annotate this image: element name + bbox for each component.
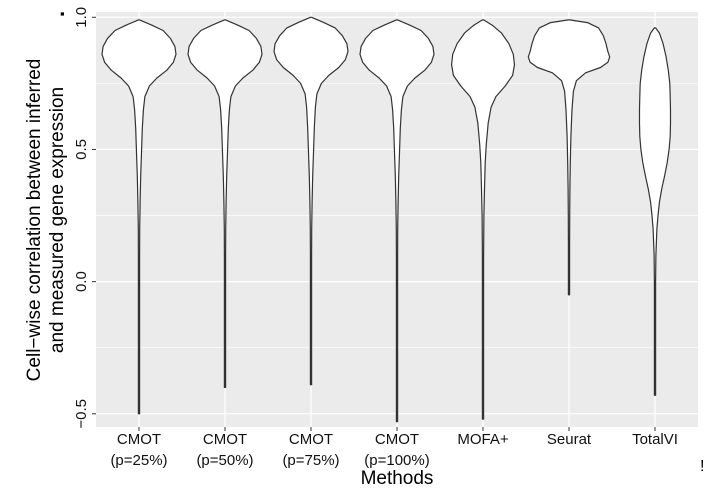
- y-tick-label: 0.0: [73, 271, 90, 292]
- y-tick-label: 1.0: [73, 7, 90, 28]
- x-tick-label: CMOT: [203, 431, 247, 448]
- x-tick-label: TotalVI: [632, 431, 678, 448]
- x-tick-label-sub: (p=100%): [364, 452, 429, 469]
- x-tick-label: CMOT: [117, 431, 161, 448]
- x-tick-label-sub: (p=25%): [110, 452, 167, 469]
- x-tick-label-sub: (p=75%): [282, 452, 339, 469]
- x-tick-label: CMOT: [289, 431, 333, 448]
- violin-3: [273, 16, 349, 386]
- x-tick-label: CMOT: [375, 431, 419, 448]
- y-axis-ticks: −0.5 0.0 0.5 1.0: [73, 7, 96, 429]
- violin-2: [187, 19, 263, 388]
- x-axis-ticks: CMOT (p=25%) CMOT (p=50%) CMOT (p=75%) CMOT (p=…: [110, 427, 678, 469]
- violin-1: [101, 19, 177, 415]
- x-tick-label: MOFA+: [457, 431, 509, 448]
- x-axis-title: Methods: [361, 468, 434, 489]
- y-axis-title-line1: Cell−wise correlation between inferred: [24, 59, 45, 382]
- violin-6: [527, 19, 611, 296]
- y-tick-label: −0.5: [73, 399, 90, 429]
- x-tick-label: Seurat: [547, 431, 592, 448]
- violin-4: [359, 19, 435, 423]
- violins: [101, 16, 672, 423]
- x-tick-label-sub: (p=50%): [196, 452, 253, 469]
- y-tick-label: 0.5: [73, 139, 90, 160]
- corner-mark-bottom: !: [700, 458, 705, 475]
- corner-mark-top: ▪: [60, 6, 65, 21]
- y-axis-title-line2: and measured gene expression: [47, 87, 68, 353]
- violin-7: [638, 27, 672, 396]
- violin-5: [451, 19, 516, 420]
